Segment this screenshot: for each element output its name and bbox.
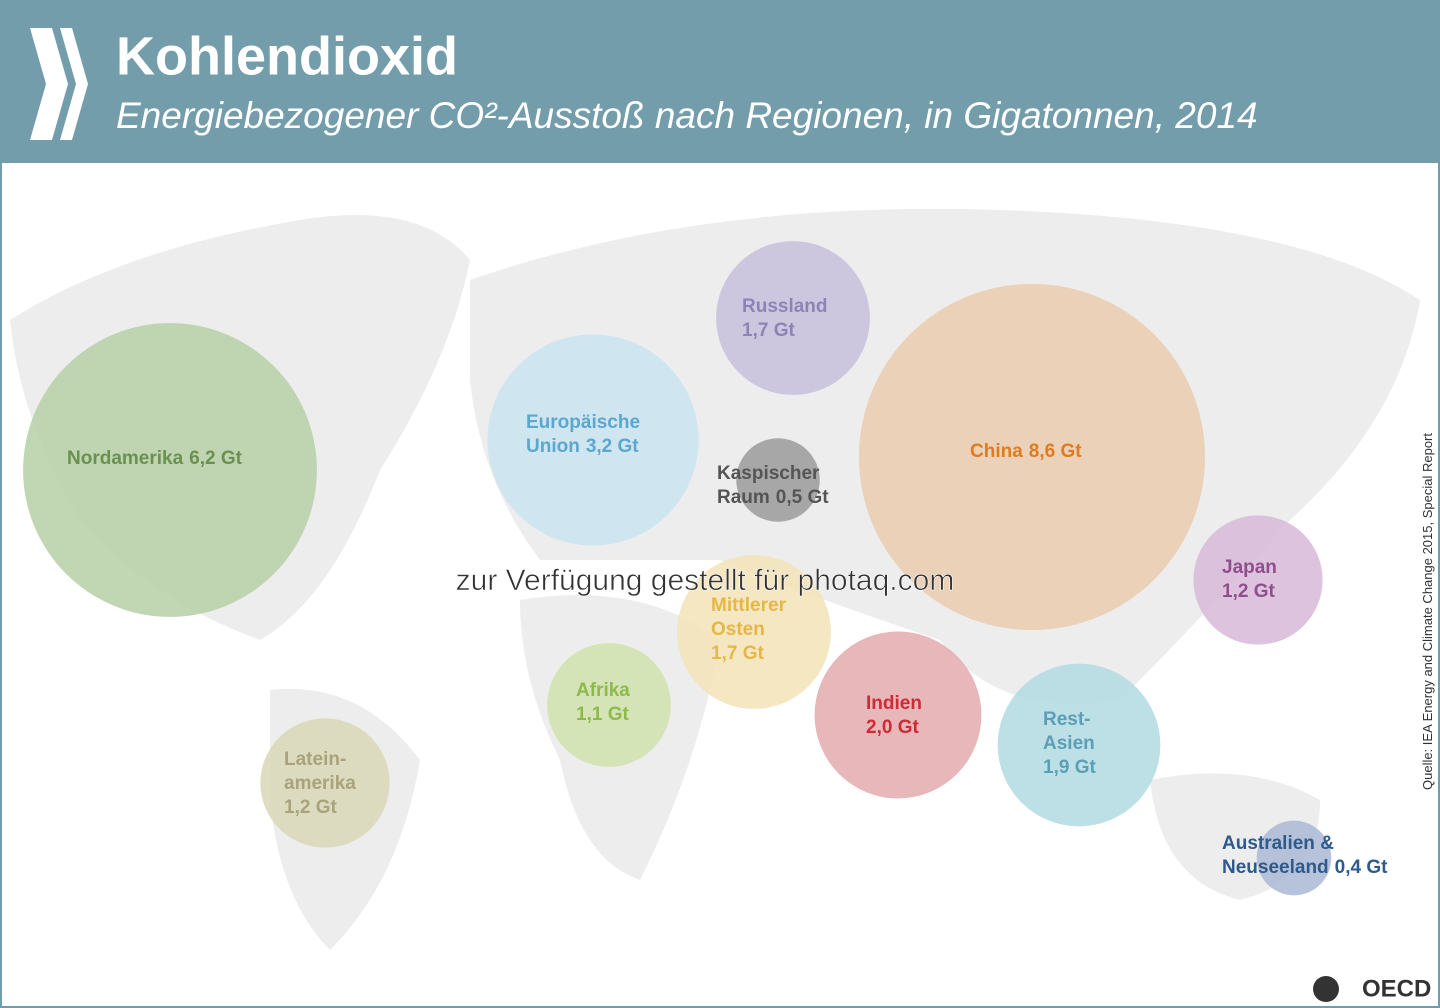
value-label: 3,2 Gt	[586, 436, 639, 457]
bubble-label: Indien	[866, 693, 922, 714]
world-map	[10, 208, 1420, 950]
bubble	[1193, 515, 1323, 645]
logo-text: OECD	[1362, 975, 1431, 1002]
bubble	[487, 334, 699, 546]
bubble	[1256, 820, 1332, 896]
bubble-label: Nordamerika	[67, 448, 184, 469]
bubble-label: Russland	[742, 296, 828, 317]
bubble-label: Japan	[1222, 557, 1277, 578]
bubble-label: Afrika	[576, 680, 630, 701]
value-label: 1,7 Gt	[742, 320, 795, 341]
bubble-label: Latein-amerika	[284, 749, 356, 794]
bubble	[260, 718, 390, 848]
watermark: zur Verfügung gestellt für photaq.com	[456, 564, 955, 597]
bubbles: Nordamerika 6,2 Gt Europäische Union 3,2 Gt R…	[23, 241, 1388, 896]
bubble	[736, 438, 820, 522]
bubble	[814, 631, 982, 799]
value-label: 6,2 Gt	[189, 448, 242, 469]
source: Quelle: IEA Energy and Climate Change 20…	[1420, 433, 1435, 790]
value-label: 1,2 Gt	[1222, 581, 1275, 602]
bubble-label: Mittlerer Osten	[711, 595, 787, 640]
logo-globe	[1313, 976, 1339, 1002]
value-label: 1,1 Gt	[576, 704, 629, 725]
bubble-label: Europäische Union	[526, 412, 640, 457]
bubble-label: China	[970, 441, 1023, 462]
value-label: 2,0 Gt	[866, 717, 919, 738]
value-label: 0,5 Gt	[776, 487, 829, 508]
bubble	[997, 663, 1161, 827]
header-band	[0, 0, 1440, 163]
bubble	[858, 283, 1206, 631]
bubble	[716, 241, 870, 395]
value-label: 1,2 Gt	[284, 797, 337, 818]
chart-subtitle: Energiebezogener CO²-Ausstoß nach Region…	[116, 95, 1258, 136]
value-label: 1,9 Gt	[1043, 757, 1096, 778]
value-label: 8,6 Gt	[1029, 441, 1082, 462]
value-label: 1,7 Gt	[711, 643, 764, 664]
bubble	[547, 643, 671, 767]
bubble-label: Kaspischer Raum	[717, 463, 820, 508]
bubble-label: Australien & Neuseeland	[1222, 833, 1334, 878]
chart-title: Kohlendioxid	[116, 26, 458, 86]
value-label: 0,4 Gt	[1335, 857, 1388, 878]
bubble	[23, 323, 317, 617]
bubble	[677, 555, 831, 709]
logo-chevrons	[30, 28, 88, 140]
bubble-label: Rest-Asien	[1043, 709, 1095, 754]
